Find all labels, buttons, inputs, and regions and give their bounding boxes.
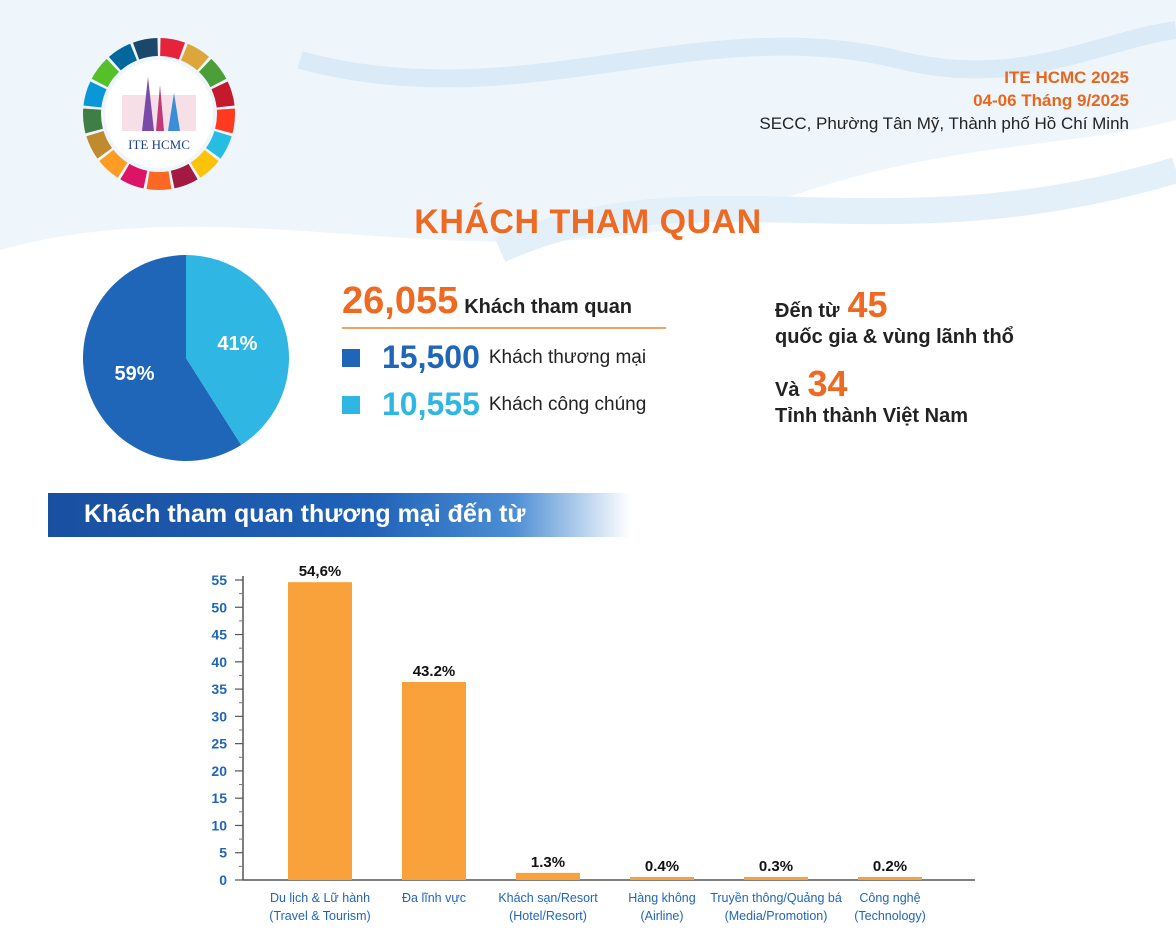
countries-label: quốc gia & vùng lãnh thổ	[775, 326, 1014, 348]
logo-ring-segment	[146, 171, 172, 190]
bar	[630, 877, 694, 880]
and-label: Và	[775, 379, 800, 401]
y-tick-label: 40	[211, 654, 227, 670]
bar-value-label: 0.4%	[645, 858, 679, 875]
event-date: 04-06 Tháng 9/2025	[973, 91, 1129, 110]
y-tick-label: 0	[219, 872, 227, 888]
logo-ring-segment	[86, 130, 113, 159]
pie-slice-label: 41%	[217, 333, 257, 355]
section-banner: Khách tham quan thương mại đến từ	[48, 493, 630, 537]
x-tick-label: (Airline)	[640, 909, 683, 923]
logo-ring-segment	[181, 43, 210, 71]
y-tick-label: 15	[211, 790, 227, 806]
trade-label: Khách thương mại	[488, 346, 647, 368]
bar-value-label: 1.3%	[531, 854, 565, 871]
y-tick-label: 20	[211, 763, 227, 779]
x-tick-label: (Hotel/Resort)	[509, 909, 587, 923]
x-tick-label: (Technology)	[854, 909, 926, 923]
x-tick-label: (Media/Promotion)	[725, 909, 828, 923]
trade-visitors-row: 15,500 Khách thương mại	[342, 339, 672, 376]
total-number: 26,055	[342, 280, 459, 322]
divider	[342, 327, 666, 329]
x-tick-label: Hàng không	[628, 891, 695, 905]
logo-ring-segment	[198, 58, 227, 88]
bar	[402, 682, 466, 880]
pie-slice	[186, 255, 289, 445]
visitor-origin: Đến từ 45 quốc gia & vùng lãnh thổ Và 34 T…	[775, 284, 1014, 428]
y-tick-label: 50	[211, 599, 227, 615]
event-name: ITE HCMC 2025	[1004, 68, 1129, 87]
logo-ring-segment	[91, 58, 120, 88]
ite-hcmc-logo: ITE HCMC	[83, 38, 236, 190]
trade-number: 15,500	[382, 339, 480, 375]
bar	[858, 877, 922, 880]
total-visitors: 26,055 Khách tham quan	[342, 280, 672, 323]
visitor-stats: 26,055 Khách tham quan 15,500 Khách thươn…	[342, 280, 672, 423]
pie-slice-label: 59%	[115, 363, 155, 385]
total-label: Khách tham quan	[464, 296, 633, 318]
bar-value-label: 0.2%	[873, 858, 907, 875]
logo-ring-segment	[108, 43, 137, 71]
logo-ring-segment	[99, 149, 128, 178]
logo-ring-segment	[160, 38, 186, 60]
logo-ring-segment	[205, 130, 232, 159]
public-number: 10,555	[382, 386, 480, 422]
bar-value-label: 54,6%	[299, 563, 342, 580]
x-tick-label: Du lịch & Lữ hành	[270, 891, 370, 905]
logo-ring-segment	[120, 163, 148, 189]
y-tick-label: 5	[219, 845, 227, 861]
public-swatch	[342, 395, 360, 414]
logo-ring-segment	[215, 108, 236, 134]
bar-value-label: 0.3%	[759, 858, 793, 875]
provinces-number: 34	[807, 363, 848, 404]
countries-line: Đến từ 45	[775, 284, 1014, 326]
logo-ring-segment	[190, 149, 219, 178]
provinces-line: Và 34	[775, 363, 1014, 405]
x-tick-label: Truyền thông/Quảng bá	[710, 891, 842, 905]
from-label: Đến từ	[775, 300, 840, 322]
trade-swatch	[342, 348, 360, 367]
y-tick-label: 55	[211, 572, 227, 588]
event-info: ITE HCMC 2025 04-06 Tháng 9/2025 SECC, P…	[759, 66, 1129, 135]
bar	[744, 877, 808, 880]
banner-title: Khách tham quan thương mại đến từ	[84, 500, 526, 528]
trade-visitor-bar-chart: 0 5 10 15 20 25 30 35 40 45 50 55 54,6% Du lịch & Lữ …	[211, 563, 975, 923]
bar-value-label: 43.2%	[413, 663, 456, 680]
bar	[516, 872, 580, 880]
logo-ring-segment	[211, 81, 235, 108]
logo-ring-segment	[132, 38, 158, 60]
logo-ring-segment	[83, 108, 103, 134]
x-tick-label: Đa lĩnh vực	[402, 891, 466, 905]
event-venue: SECC, Phường Tân Mỹ, Thành phố Hồ Chí Mi…	[759, 114, 1129, 133]
y-tick-label: 45	[211, 627, 227, 643]
y-tick-label: 35	[211, 681, 227, 697]
public-visitors-row: 10,555 Khách công chúng	[342, 386, 672, 423]
countries-number: 45	[847, 284, 888, 325]
x-tick-label: Công nghệ	[859, 891, 920, 905]
provinces-label: Tỉnh thành Việt Nam	[775, 405, 968, 427]
x-tick-label: Khách sạn/Resort	[498, 891, 598, 905]
pie-slice	[82, 255, 242, 461]
y-tick-label: 30	[211, 708, 227, 724]
x-tick-label: (Travel & Tourism)	[269, 909, 370, 923]
logo-ring-segment	[170, 163, 198, 189]
logo-ring-segment	[83, 81, 107, 108]
y-tick-label: 10	[211, 817, 227, 833]
y-tick-label: 25	[211, 736, 227, 752]
section-title: KHÁCH THAM QUAN	[414, 203, 762, 241]
logo-lettering: ITE HCMC	[128, 137, 190, 152]
public-label: Khách công chúng	[488, 393, 647, 415]
background-waves	[0, 0, 1176, 262]
visitor-pie-chart: 59% 41%	[82, 255, 289, 461]
bar	[288, 582, 352, 880]
